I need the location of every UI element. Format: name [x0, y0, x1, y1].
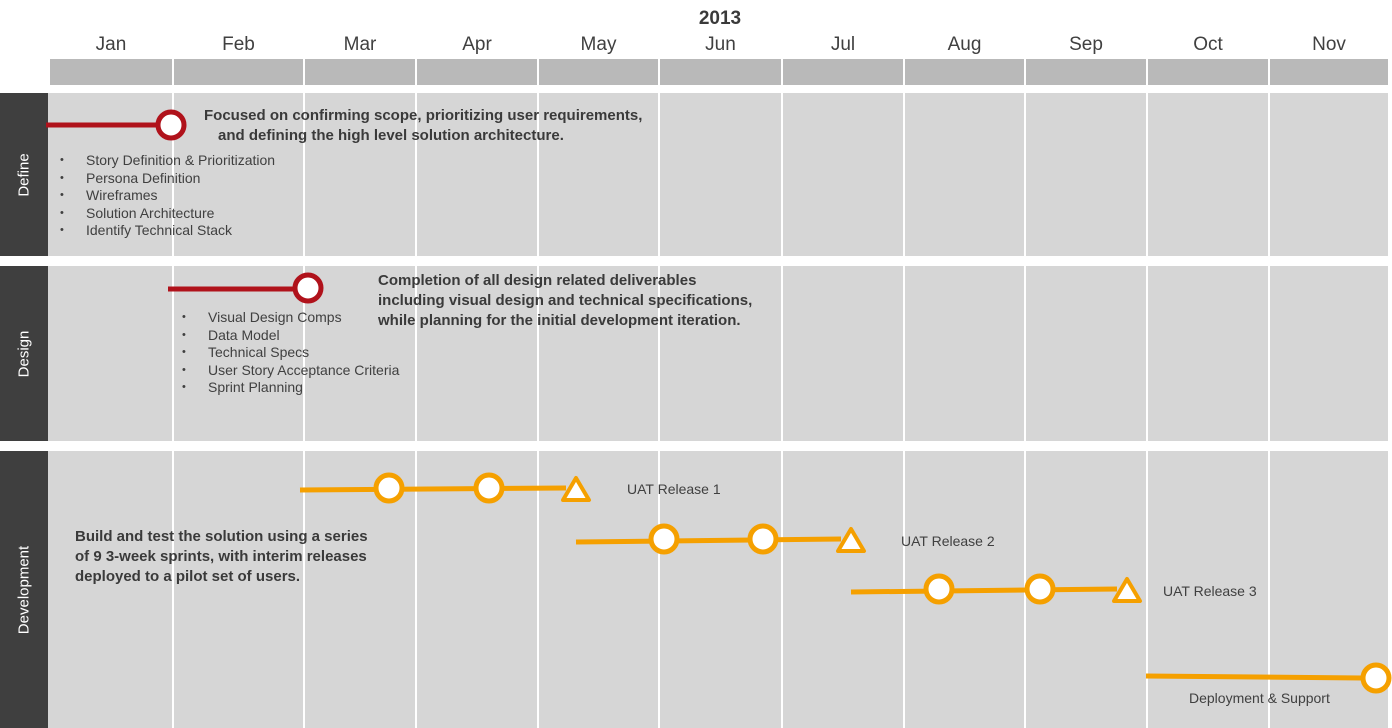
gridline: [415, 93, 417, 728]
list-item: Visual Design Comps: [180, 309, 399, 327]
month-apr: Apr: [462, 34, 492, 55]
list-item: Wireframes: [58, 187, 275, 205]
list-item: Story Definition & Prioritization: [58, 152, 275, 170]
gridline: [303, 93, 305, 728]
list-item: Identify Technical Stack: [58, 222, 275, 240]
gridline: [1024, 93, 1026, 728]
month-feb: Feb: [222, 34, 255, 55]
design-milestone-circle: [292, 272, 324, 304]
deployment-support-label: Deployment & Support: [1189, 690, 1330, 706]
gridline: [1268, 93, 1270, 728]
sprint-milestone: [473, 472, 505, 504]
dev-bar-1: [299, 485, 567, 493]
month-jul: Jul: [830, 34, 856, 55]
list-item: Solution Architecture: [58, 205, 275, 223]
design-description-line: while planning for the initial developme…: [378, 312, 741, 329]
month-bar-jan: [50, 59, 172, 85]
development-description-line: deployed to a pilot set of users.: [75, 568, 301, 585]
month-aug: Aug: [947, 34, 982, 55]
design-description-line: including visual design and technical sp…: [378, 292, 753, 309]
list-item: Technical Specs: [180, 344, 399, 362]
uat-release-1-label: UAT Release 1: [627, 481, 721, 497]
gridline: [172, 93, 174, 728]
uat-release-3-label: UAT Release 3: [1163, 583, 1257, 599]
dev-bar-3: [850, 586, 1118, 595]
define-deliverables-list: Story Definition & Prioritization Person…: [58, 152, 275, 240]
month-jan: Jan: [95, 34, 127, 55]
list-item: User Story Acceptance Criteria: [180, 362, 399, 380]
dev-bar-2: [575, 536, 842, 545]
sprint-milestone: [373, 472, 405, 504]
list-item: Data Model: [180, 327, 399, 345]
release-triangle-3: [1112, 577, 1142, 603]
define-description: Focused on confirming scope, prioritizin…: [204, 106, 642, 146]
sprint-milestone: [923, 573, 955, 605]
development-description-line: Build and test the solution using a seri…: [75, 528, 368, 545]
month-bar-may: [539, 59, 658, 85]
month-bar-jul: [783, 59, 903, 85]
month-oct: Oct: [1193, 34, 1223, 55]
deployment-bar: [1145, 673, 1363, 681]
gridline: [658, 93, 660, 728]
gridline: [1146, 93, 1148, 728]
list-item: Persona Definition: [58, 170, 275, 188]
sprint-milestone: [648, 523, 680, 555]
gridline: [903, 93, 905, 728]
list-item: Sprint Planning: [180, 379, 399, 397]
month-bar-oct: [1148, 59, 1268, 85]
month-mar: Mar: [343, 34, 377, 55]
month-bar-feb: [174, 59, 303, 85]
development-lane: [48, 451, 1388, 728]
month-nov: Nov: [1312, 34, 1346, 55]
define-milestone-circle: [155, 109, 187, 141]
gridline: [537, 93, 539, 728]
month-jun: Jun: [705, 34, 736, 55]
define-description-line: and defining the high level solution arc…: [218, 127, 564, 144]
month-bar-sep: [1026, 59, 1146, 85]
release-triangle-2: [836, 527, 866, 553]
development-lane-header: Development: [0, 451, 48, 728]
month-bar-jun: [660, 59, 781, 85]
month-sep: Sep: [1069, 34, 1103, 55]
uat-release-2-label: UAT Release 2: [901, 533, 995, 549]
define-description-line: Focused on confirming scope, prioritizin…: [204, 107, 643, 124]
release-triangle-1: [561, 476, 591, 502]
year-title: 2013: [698, 8, 742, 29]
sprint-milestone: [1024, 573, 1056, 605]
month-bar-mar: [305, 59, 415, 85]
sprint-milestone: [747, 523, 779, 555]
design-deliverables-list: Visual Design Comps Data Model Technical…: [180, 309, 399, 397]
development-description-line: of 9 3-week sprints, with interim releas…: [75, 548, 367, 565]
deployment-milestone: [1360, 662, 1392, 694]
development-description: Build and test the solution using a seri…: [75, 527, 368, 587]
month-bar-apr: [417, 59, 537, 85]
month-may: May: [580, 34, 617, 55]
month-bar-aug: [905, 59, 1024, 85]
design-description-line: Completion of all design related deliver…: [378, 272, 697, 289]
define-lane-header: Define: [0, 93, 48, 256]
gridline: [781, 93, 783, 728]
month-bar-nov: [1270, 59, 1388, 85]
design-lane-header: Design: [0, 266, 48, 441]
design-description: Completion of all design related deliver…: [378, 271, 752, 331]
